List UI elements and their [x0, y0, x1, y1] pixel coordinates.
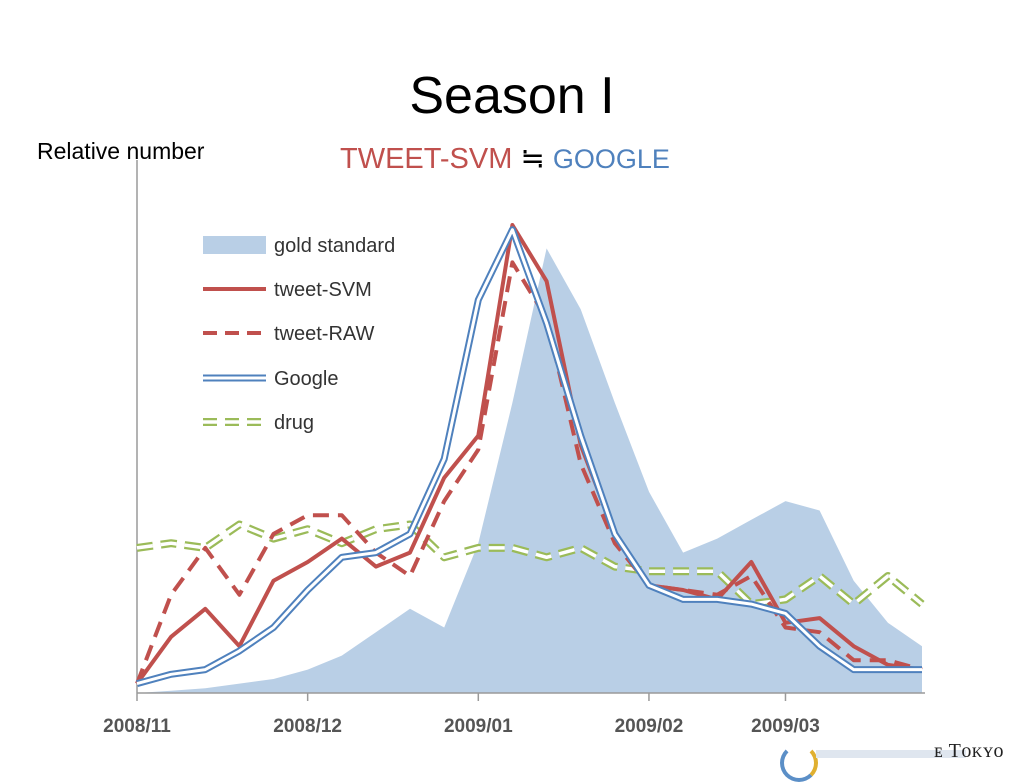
x-tick-label: 2009/02	[615, 716, 684, 737]
legend-label-tweet-svm: tweet-SVM	[274, 279, 372, 301]
chart-subtitle: TWEET-SVM ≒ GOOGLE	[340, 141, 670, 176]
subtitle-tweet-svm: TWEET-SVM	[340, 143, 513, 175]
series-drug-line-inner	[136, 522, 924, 606]
x-tick-label: 2008/11	[103, 716, 171, 737]
series-lines-layer	[135, 223, 925, 687]
x-tick-labels: 2008/11 2008/12 2009/01 2009/02 2009/03	[103, 693, 820, 737]
logo-emblem-icon	[780, 744, 818, 782]
series-tweet-raw-line	[135, 260, 923, 685]
legend: gold standard tweet-SVM tweet-RAW Google dru…	[203, 235, 395, 434]
series-google-line-inner	[136, 228, 922, 686]
subtitle-google: GOOGLE	[552, 144, 670, 174]
logo-text: ᴇ Tᴏᴋʏᴏ	[934, 740, 1004, 762]
axes-layer	[136, 160, 925, 694]
legend-swatch-gold-standard	[203, 236, 266, 254]
gold-standard-area-layer	[137, 248, 922, 693]
legend-label-gold-standard: gold standard	[274, 235, 395, 257]
x-tick-label: 2008/12	[273, 716, 342, 737]
legend-label-google: Google	[274, 368, 339, 390]
logo-faded-text	[816, 750, 966, 758]
slide-title: Season I	[409, 67, 615, 125]
y-axis-label: Relative number	[37, 138, 205, 164]
x-tick-label: 2009/01	[444, 716, 513, 737]
university-logo: ᴇ Tᴏᴋʏᴏ	[780, 732, 1024, 782]
legend-label-drug: drug	[274, 412, 314, 434]
subtitle-approx-symbol: ≒	[520, 143, 545, 175]
legend-label-tweet-raw: tweet-RAW	[274, 323, 375, 345]
series-gold-standard-area	[137, 248, 922, 693]
x-tick-label: 2009/03	[751, 716, 820, 737]
